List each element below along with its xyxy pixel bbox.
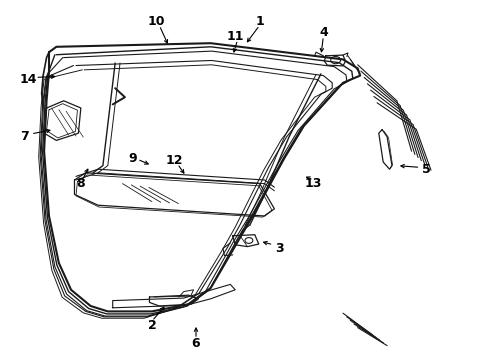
Text: 1: 1 [255, 15, 264, 28]
Text: 13: 13 [305, 177, 322, 190]
Text: 2: 2 [147, 319, 156, 332]
Text: 8: 8 [76, 177, 85, 190]
Text: 4: 4 [319, 26, 328, 39]
Text: 7: 7 [20, 130, 29, 143]
Text: 12: 12 [165, 154, 183, 167]
Text: 14: 14 [20, 73, 37, 86]
Text: 5: 5 [422, 163, 431, 176]
Text: 10: 10 [148, 15, 166, 28]
Text: 3: 3 [275, 242, 284, 255]
Text: 9: 9 [128, 152, 137, 165]
Text: 11: 11 [226, 30, 244, 42]
Text: 6: 6 [192, 337, 200, 350]
